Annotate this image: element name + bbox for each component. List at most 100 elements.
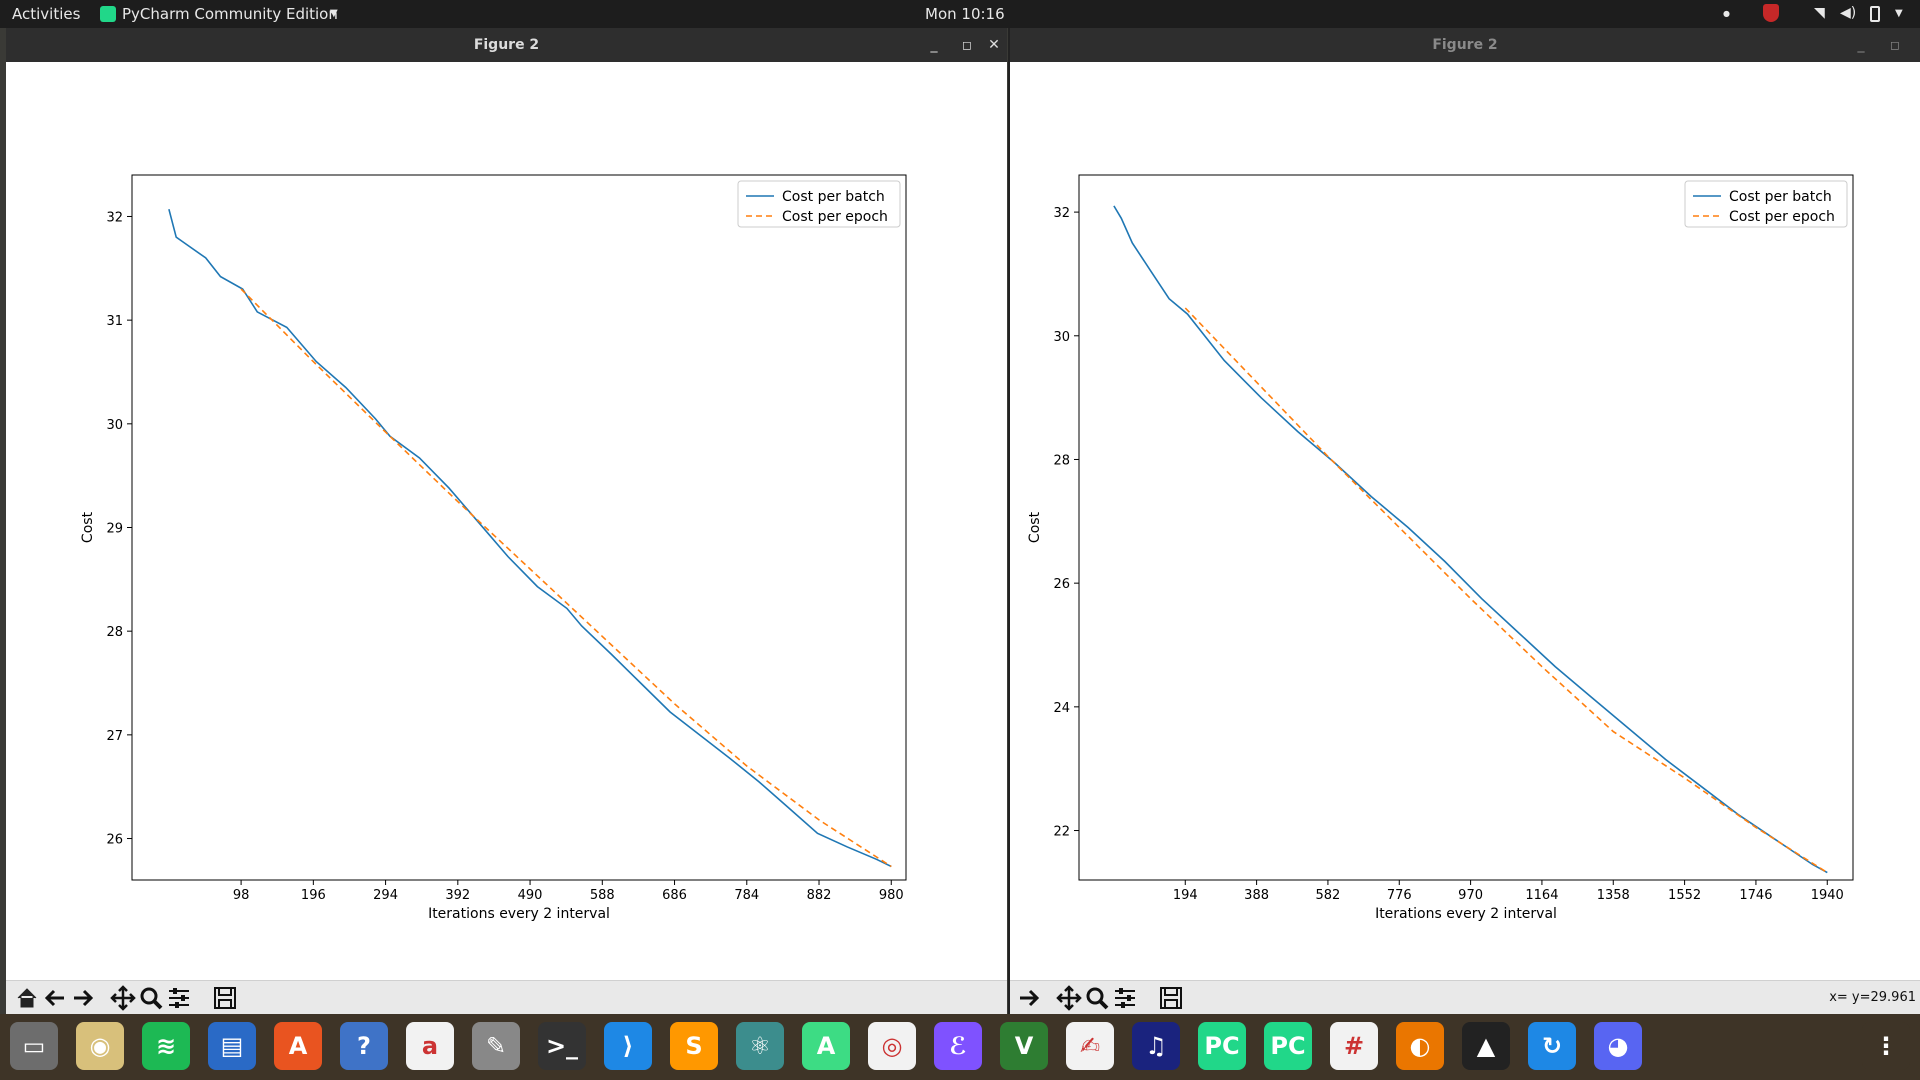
y-tick-label: 28 [106, 625, 123, 640]
x-axis-label: Iterations every 2 interval [1375, 906, 1557, 922]
slack-icon[interactable]: # [1330, 1022, 1378, 1070]
legend-box [737, 180, 901, 228]
vscode-icon[interactable]: ⟩ [604, 1022, 652, 1070]
x-tick-label: 686 [662, 888, 687, 903]
maximize-icon[interactable]: ◻ [962, 38, 972, 52]
pan-icon[interactable] [1056, 985, 1082, 1011]
y-axis-label: Cost [1027, 511, 1043, 543]
line-chart-svg[interactable]: 194 388 582 776 970 1164 1358 1552 1746 1940 22 24 2… [1010, 62, 1920, 980]
y-tick-label: 27 [106, 729, 123, 744]
save-icon[interactable] [1158, 985, 1184, 1011]
save-icon[interactable] [212, 985, 238, 1011]
amazon-icon[interactable]: a [406, 1022, 454, 1070]
x-axis-label: Iterations every 2 interval [428, 906, 610, 922]
legend-label: Cost per batch [1729, 189, 1832, 205]
navigation-toolbar [6, 980, 1007, 1014]
home-icon[interactable] [14, 985, 40, 1011]
activities-button[interactable]: Activities [12, 5, 81, 23]
settings-icon[interactable]: ✎ [472, 1022, 520, 1070]
line-chart-svg[interactable]: 98 196 294 392 490 588 686 784 882 980 26 27 28 29 30 3… [6, 62, 1007, 980]
x-tick-label: 588 [590, 888, 615, 903]
audacity-icon[interactable]: ♫ [1132, 1022, 1180, 1070]
blender-icon[interactable]: ◐ [1396, 1022, 1444, 1070]
volume-icon[interactable]: ◀) [1840, 5, 1857, 21]
emacs-icon[interactable]: ℰ [934, 1022, 982, 1070]
figure-window-right[interactable]: Figure 2 _ ◻ 194 388 582 776 970 1164 1358 1552… [1008, 28, 1920, 1014]
y-tick-label: 32 [1053, 206, 1070, 221]
discord-icon[interactable]: ◕ [1594, 1022, 1642, 1070]
maximize-icon[interactable]: ◻ [1890, 38, 1900, 52]
clock[interactable]: Mon 10:16 [925, 5, 1005, 23]
battery-icon[interactable] [1870, 6, 1880, 22]
x-tick-label: 980 [879, 888, 904, 903]
pycharm-active-icon[interactable]: PC [1264, 1022, 1312, 1070]
y-tick-label: 31 [106, 314, 123, 329]
x-tick-label: 392 [445, 888, 470, 903]
dock: ▭ ◉ ≋ ▤ A? a ✎ >_ ⟩ S ⚛ A ◎ ℰ V ✍ ♫ PC PC # ◐ ▲ ↻ ◕ ⋮ [0, 1014, 1920, 1080]
status-text: x= y=29.961 [1829, 990, 1916, 1005]
pan-icon[interactable] [110, 985, 136, 1011]
zoom-icon[interactable] [138, 985, 164, 1011]
y-tick-label: 22 [1053, 825, 1070, 840]
inkscape-icon[interactable]: ▲ [1462, 1022, 1510, 1070]
minimize-icon[interactable]: _ [930, 37, 938, 53]
window-title[interactable]: Figure 2 [1010, 28, 1920, 62]
android-studio-icon[interactable]: A [802, 1022, 850, 1070]
back-icon[interactable] [42, 985, 68, 1011]
figure-window-left[interactable]: Figure 2 _ ◻ ✕ 98 196 294 392 490 588 686 784 88… [6, 28, 1007, 1014]
x-tick-label: 194 [1173, 888, 1198, 903]
x-tick-label: 1164 [1525, 888, 1558, 903]
chrome-icon[interactable]: ◎ [868, 1022, 916, 1070]
software-center-icon[interactable]: A [274, 1022, 322, 1070]
top-bar: Activities PyCharm Community Edition ▼ M… [0, 0, 1920, 28]
indicator-dot-icon: ● [1723, 9, 1730, 18]
minimize-icon[interactable]: _ [1857, 37, 1865, 53]
x-tick-label: 1552 [1668, 888, 1701, 903]
y-tick-label: 26 [1053, 577, 1070, 592]
y-axis-label: Cost [80, 511, 96, 543]
sublime-text-icon[interactable]: S [670, 1022, 718, 1070]
terminal-icon[interactable]: >_ [538, 1022, 586, 1070]
y-tick-label: 28 [1053, 453, 1070, 468]
x-tick-label: 490 [518, 888, 543, 903]
x-tick-label: 1358 [1597, 888, 1630, 903]
pycharm-icon[interactable]: PC [1198, 1022, 1246, 1070]
wifi-icon[interactable]: ◥ [1814, 5, 1825, 21]
configure-subplots-icon[interactable] [1112, 985, 1138, 1011]
x-tick-label: 582 [1316, 888, 1341, 903]
series-line-cost-per-batch [168, 208, 892, 868]
libreoffice-writer-icon[interactable]: ▤ [208, 1022, 256, 1070]
window-title[interactable]: Figure 2 [6, 28, 1007, 62]
y-tick-label: 24 [1053, 701, 1070, 716]
app-menu-arrow-icon[interactable]: ▼ [330, 8, 338, 19]
pycharm-small-icon [100, 6, 116, 22]
figure-canvas[interactable]: 98 196 294 392 490 588 686 784 882 980 26 27 28 29 30 3… [6, 62, 1007, 1006]
vim-icon[interactable]: V [1000, 1022, 1048, 1070]
configure-subplots-icon[interactable] [166, 985, 192, 1011]
shield-icon[interactable] [1763, 4, 1779, 22]
show-apps-icon[interactable]: ⋮ [1862, 1022, 1910, 1070]
ubuntu-software-icon[interactable]: ↻ [1528, 1022, 1576, 1070]
help-icon[interactable]: ? [340, 1022, 388, 1070]
document-viewer-icon[interactable]: ✍ [1066, 1022, 1114, 1070]
forward-icon[interactable] [70, 985, 96, 1011]
forward-icon[interactable] [1016, 985, 1042, 1011]
x-tick-label: 882 [807, 888, 832, 903]
x-tick-label: 784 [734, 888, 759, 903]
system-menu-arrow-icon[interactable]: ▼ [1895, 8, 1903, 19]
y-tick-label: 29 [106, 522, 123, 537]
figure-canvas[interactable]: 194 388 582 776 970 1164 1358 1552 1746 1940 22 24 2… [1010, 62, 1920, 1006]
series-line-cost-per-batch [1113, 205, 1828, 874]
spotify-icon[interactable]: ≋ [142, 1022, 190, 1070]
x-tick-label: 1746 [1739, 888, 1772, 903]
x-tick-label: 98 [233, 888, 250, 903]
files-icon[interactable]: ▭ [10, 1022, 58, 1070]
zoom-icon[interactable] [1084, 985, 1110, 1011]
rhythmbox-icon[interactable]: ◉ [76, 1022, 124, 1070]
series-line-cost-per-epoch [240, 288, 892, 868]
y-tick-label: 30 [1053, 330, 1070, 345]
app-menu-label[interactable]: PyCharm Community Edition [122, 5, 338, 23]
close-icon[interactable]: ✕ [988, 37, 1000, 53]
legend-box [1684, 180, 1848, 228]
atom-icon[interactable]: ⚛ [736, 1022, 784, 1070]
